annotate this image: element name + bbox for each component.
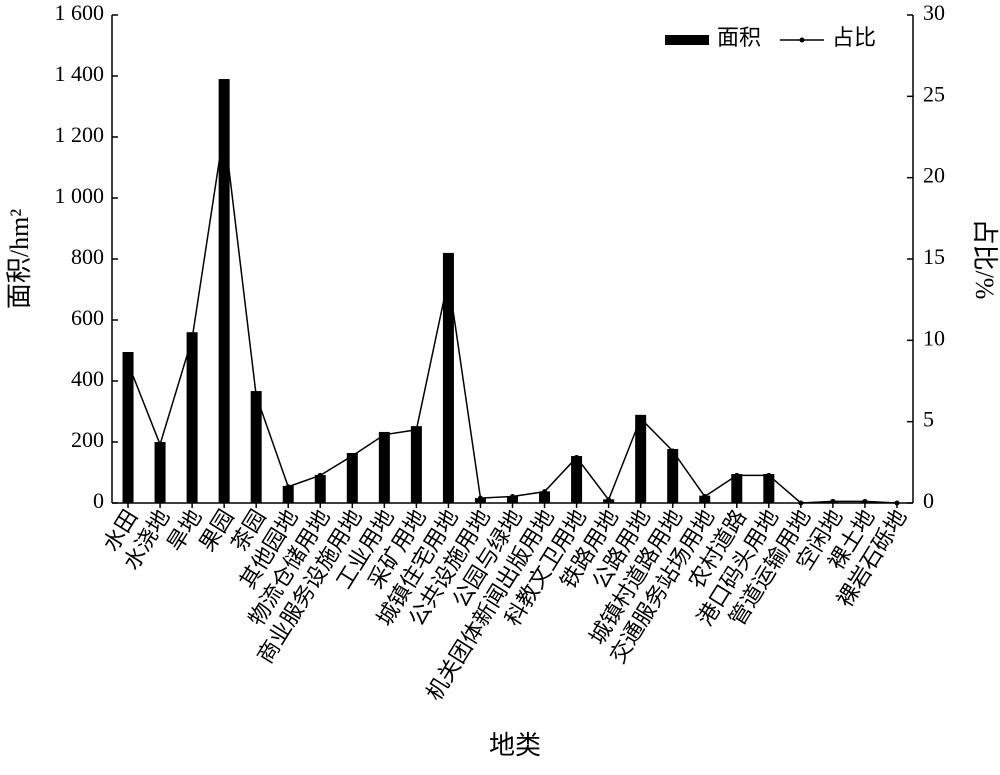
- line-point: [317, 472, 323, 478]
- x-tick-label: 旱地: [162, 505, 207, 556]
- bar: [186, 332, 198, 503]
- bar: [442, 252, 454, 503]
- legend-label: 占比: [832, 25, 876, 50]
- y2-tick-label: 15: [923, 244, 945, 269]
- bar: [699, 495, 711, 503]
- bar: [154, 442, 166, 503]
- line-point: [894, 500, 900, 506]
- bar: [507, 496, 518, 503]
- line-point: [638, 415, 644, 421]
- line-point: [285, 484, 291, 490]
- bar: [314, 474, 326, 503]
- y-tick-label: 1 400: [55, 61, 105, 86]
- y-tick-label: 400: [71, 366, 104, 391]
- line-point: [734, 472, 740, 478]
- line-point: [381, 432, 387, 438]
- line-point: [766, 472, 772, 478]
- y-tick-label: 800: [71, 244, 104, 269]
- line-point: [574, 454, 580, 460]
- line: [127, 128, 898, 504]
- bar: [635, 414, 647, 503]
- line-point: [157, 441, 163, 447]
- line-point: [221, 126, 227, 132]
- bar: [378, 431, 390, 503]
- line-point: [477, 495, 483, 501]
- y2-tick-label: 30: [923, 0, 945, 25]
- bar: [282, 485, 294, 503]
- y2-tick-label: 5: [923, 407, 934, 432]
- bar: [763, 474, 775, 503]
- line-point: [189, 336, 195, 342]
- y-axis-label: 面积/hm²: [5, 209, 34, 309]
- bar: [218, 79, 230, 504]
- line-point: [253, 393, 259, 399]
- line-point: [510, 493, 515, 499]
- bar: [667, 449, 679, 503]
- x-axis-label: 地类: [489, 731, 541, 760]
- bar: [122, 352, 134, 503]
- y-tick-label: 1 200: [55, 122, 105, 147]
- bar: [250, 391, 262, 503]
- legend-label: 面积: [717, 25, 761, 50]
- y-tick-label: 600: [71, 305, 104, 330]
- line-point: [542, 489, 548, 495]
- bar: [539, 491, 551, 503]
- line-point: [445, 276, 451, 282]
- bar: [410, 426, 422, 503]
- y-tick-label: 200: [71, 427, 104, 452]
- legend-marker: [799, 37, 805, 43]
- y2-axis-label: 占比/%: [970, 219, 999, 300]
- line-point: [702, 493, 708, 499]
- bar: [731, 474, 743, 503]
- y-tick-label: 0: [93, 488, 104, 513]
- line-point: [830, 498, 836, 504]
- x-tick-label: 果园: [194, 505, 239, 556]
- line-point: [862, 498, 868, 504]
- line-point: [413, 427, 419, 433]
- legend-swatch: [665, 35, 709, 45]
- y2-tick-label: 0: [923, 488, 934, 513]
- line-point: [349, 453, 355, 459]
- bar: [571, 456, 583, 503]
- y2-tick-label: 10: [923, 325, 945, 350]
- bar: [346, 452, 358, 503]
- line-point: [670, 448, 676, 454]
- line-point: [606, 497, 612, 503]
- y-tick-label: 1 600: [55, 0, 105, 25]
- y2-tick-label: 20: [923, 163, 945, 188]
- line-point: [798, 500, 804, 506]
- line-point: [125, 360, 131, 366]
- y-tick-label: 1 000: [55, 183, 105, 208]
- y2-tick-label: 25: [923, 81, 945, 106]
